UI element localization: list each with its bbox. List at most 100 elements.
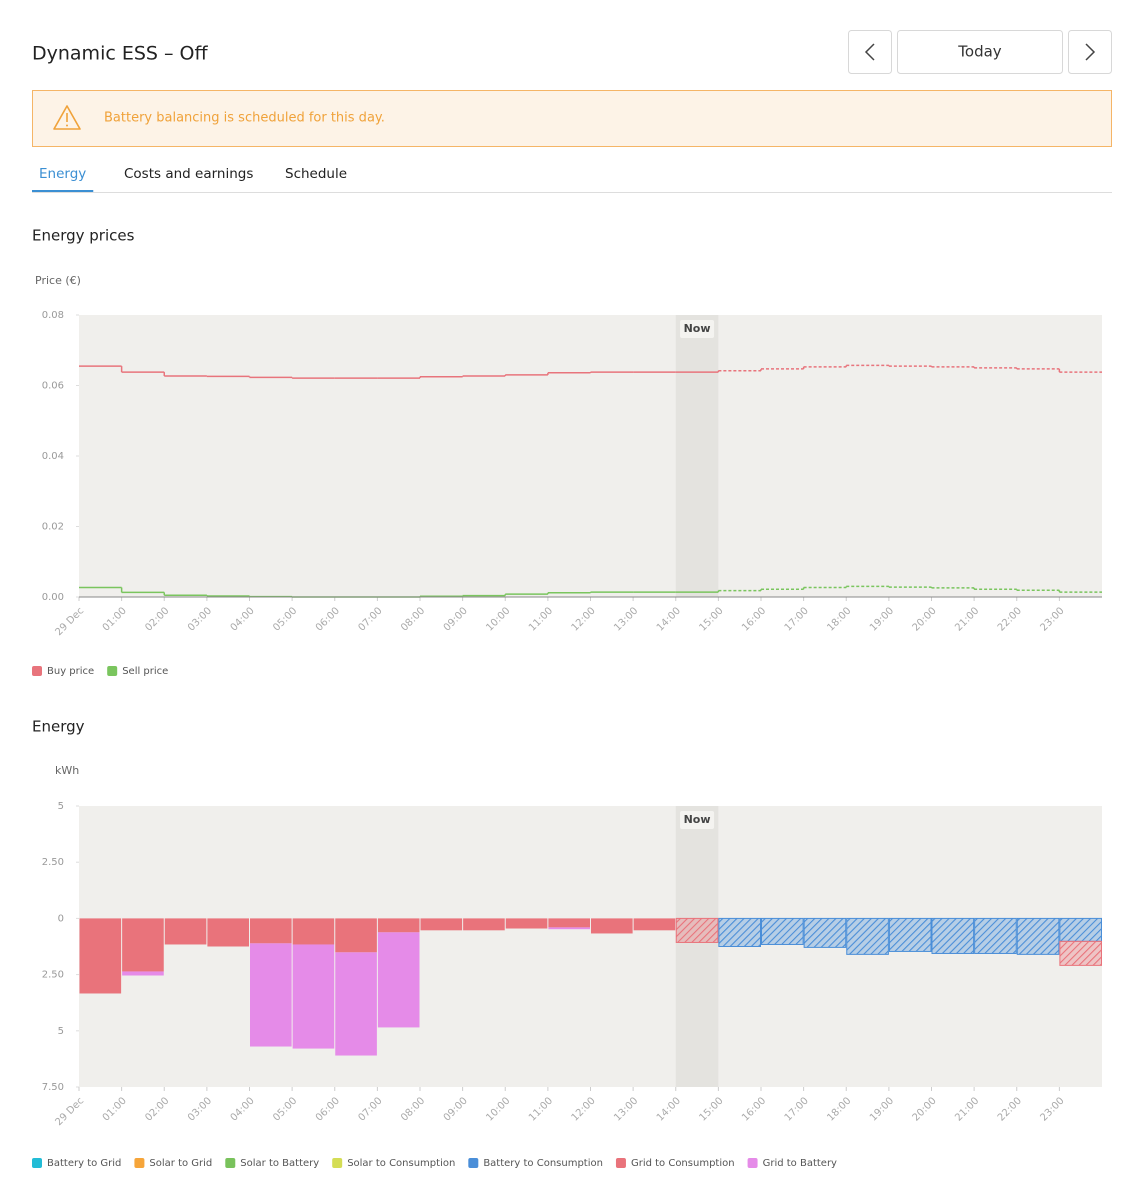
legend-label: Solar to Grid: [149, 1158, 212, 1169]
energy-bar: [1059, 917, 1102, 942]
y-tick-label: 0.06: [42, 381, 64, 392]
legend-label: Buy price: [47, 666, 94, 677]
energy-bar: [548, 918, 590, 928]
y-tick-label: 5: [58, 801, 64, 812]
y-tick-label: 2.50: [42, 857, 64, 868]
energy-bar: [633, 918, 676, 931]
energy-bar: [122, 971, 164, 976]
x-tick-label: 09:00: [442, 1095, 470, 1123]
x-tick-label: 10:00: [484, 605, 512, 633]
energy-bar: [931, 917, 975, 954]
y-axis-label: Price (€): [35, 274, 81, 287]
y-tick-label: 0.04: [42, 451, 64, 462]
x-tick-label: 09:00: [442, 605, 470, 633]
x-tick-label: 18:00: [825, 1095, 853, 1123]
y-tick-label: 0.02: [42, 522, 64, 533]
legend-swatch: [134, 1158, 145, 1168]
x-tick-label: 06:00: [314, 605, 342, 633]
energy-bar: [292, 918, 335, 945]
x-tick-label: 15:00: [697, 1095, 725, 1123]
energy-bar: [250, 943, 292, 1047]
legend-label: Sell price: [122, 666, 168, 677]
x-tick-label: 23:00: [1038, 605, 1066, 633]
y-tick-label: 7.50: [42, 1082, 64, 1093]
now-label: Now: [684, 813, 711, 826]
now-band: [675, 806, 719, 1087]
x-tick-label: 03:00: [186, 605, 214, 633]
x-tick-label: 22:00: [996, 1095, 1024, 1123]
y-tick-label: 0: [58, 913, 64, 924]
x-tick-label: 02:00: [143, 605, 171, 633]
x-tick-label: 12:00: [570, 605, 598, 633]
x-tick-label: 08:00: [399, 1095, 427, 1123]
energy-bar: [79, 918, 122, 994]
x-tick-label: 17:00: [783, 1095, 811, 1123]
x-tick-label: 29 Dec: [54, 1095, 87, 1128]
legend-swatch: [107, 666, 118, 676]
x-tick-label: 19:00: [868, 605, 896, 633]
legend-label: Battery to Grid: [47, 1158, 121, 1169]
x-tick-label: 29 Dec: [54, 605, 87, 638]
energy-bar: [803, 917, 847, 948]
tab[interactable]: Costs and earnings: [124, 166, 253, 182]
x-tick-label: 04:00: [229, 1095, 257, 1123]
energy-bar: [675, 917, 719, 943]
y-tick-label: 0.08: [42, 310, 64, 321]
x-tick-label: 02:00: [143, 1095, 171, 1123]
x-tick-label: 19:00: [868, 1095, 896, 1123]
energy-bar: [122, 918, 164, 972]
now-band: [675, 315, 719, 597]
legend-swatch: [747, 1158, 758, 1168]
today-label[interactable]: Today: [957, 43, 1002, 61]
now-badge: [680, 320, 715, 338]
legend-label: Battery to Consumption: [483, 1158, 603, 1169]
legend-swatch: [468, 1158, 479, 1168]
x-tick-label: 08:00: [399, 605, 427, 633]
x-tick-label: 07:00: [356, 605, 384, 633]
x-tick-label: 18:00: [825, 605, 853, 633]
x-tick-label: 03:00: [186, 1095, 214, 1123]
energy-bar: [164, 918, 207, 945]
tab[interactable]: Energy: [39, 166, 86, 182]
alert: Battery balancing is scheduled for this …: [32, 90, 1112, 147]
legend-label: Solar to Battery: [240, 1158, 319, 1169]
legend-swatch: [225, 1158, 236, 1168]
x-tick-label: 05:00: [271, 605, 299, 633]
x-tick-label: 07:00: [356, 1095, 384, 1123]
x-tick-label: 14:00: [655, 1095, 683, 1123]
energy-bar: [420, 918, 463, 931]
energy-bar: [1059, 940, 1102, 966]
x-tick-label: 15:00: [697, 605, 725, 633]
legend-label: Solar to Consumption: [347, 1158, 455, 1169]
next-button[interactable]: [1068, 30, 1112, 74]
x-tick-label: 23:00: [1038, 1095, 1066, 1123]
x-tick-label: 21:00: [953, 1095, 981, 1123]
today-button[interactable]: Today: [897, 30, 1063, 74]
x-tick-label: 16:00: [740, 1095, 768, 1123]
energy-bar: [505, 918, 548, 929]
legend-swatch: [332, 1158, 343, 1168]
x-tick-label: 12:00: [570, 1095, 598, 1123]
energy-bar: [207, 918, 249, 947]
energy-bar: [761, 917, 804, 945]
x-tick-label: 06:00: [314, 1095, 342, 1123]
x-tick-label: 01:00: [101, 1095, 129, 1123]
y-tick-label: 0.00: [42, 592, 64, 603]
energy-bar: [888, 917, 932, 952]
energy-bar: [335, 918, 377, 953]
x-tick-label: 14:00: [655, 605, 683, 633]
alert-text: Battery balancing is scheduled for this …: [104, 111, 385, 126]
y-tick-label: 2.50: [42, 970, 64, 981]
legend-swatch: [32, 1158, 42, 1168]
energy-bar: [548, 927, 590, 930]
prev-button[interactable]: [848, 30, 892, 74]
energy-bar: [292, 944, 335, 1049]
x-tick-label: 16:00: [740, 605, 768, 633]
page-title: Dynamic ESS – Off: [32, 43, 208, 65]
x-tick-label: 13:00: [612, 605, 640, 633]
energy-bar: [846, 917, 889, 955]
energy-bar: [335, 952, 377, 1056]
tab[interactable]: Schedule: [285, 166, 347, 182]
now-label: Now: [684, 322, 711, 335]
